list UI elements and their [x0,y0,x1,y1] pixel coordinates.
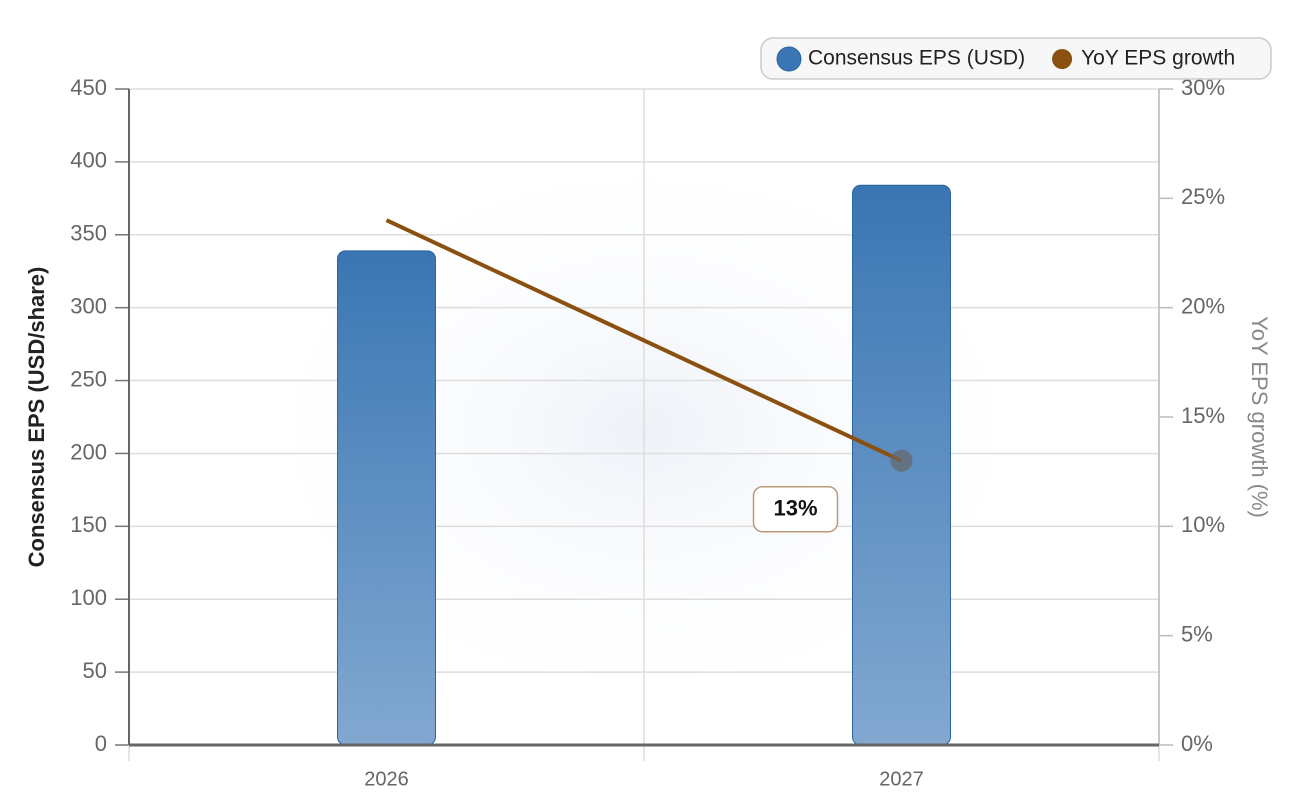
x-tick-label: 2027 [879,768,924,790]
bar [337,250,436,746]
x-tick-label: 2026 [364,768,409,790]
y-tick-label: 400 [70,148,107,173]
y-tick-label: 350 [70,221,107,246]
legend-marker [1052,49,1073,69]
y-tick-label: 150 [70,512,107,537]
y-tick-label: 450 [70,75,107,100]
y-tick-label: 300 [70,293,107,318]
y-tick-label: 0 [95,731,107,756]
y2-tick-label: 5% [1181,621,1213,646]
y-tick-label: 200 [70,439,107,464]
y2-tick-label: 0% [1181,731,1213,756]
y2-tick-label: 25% [1181,184,1225,209]
legend-label: YoY EPS growth [1081,47,1235,70]
legend: Consensus EPS (USD) YoY EPS growth [760,37,1272,80]
line [385,218,903,463]
y-tick-label: 50 [83,658,107,683]
y2-tick-label: 10% [1181,512,1225,537]
data-label: 13% [773,496,817,521]
y2-tick-label: 15% [1181,403,1225,428]
y-axis-title: Consensus EPS (USD/share) [24,267,49,568]
y-tick-label: 100 [70,585,107,610]
legend-label: Consensus EPS (USD) [808,47,1025,70]
y2-axis-title: YoY EPS growth (%) [1247,316,1272,518]
legend-marker [776,46,802,72]
legend-box [760,37,1272,80]
point [890,449,913,472]
label-box [752,485,839,533]
y-tick-label: 250 [70,366,107,391]
y2-tick-label: 20% [1181,293,1225,318]
